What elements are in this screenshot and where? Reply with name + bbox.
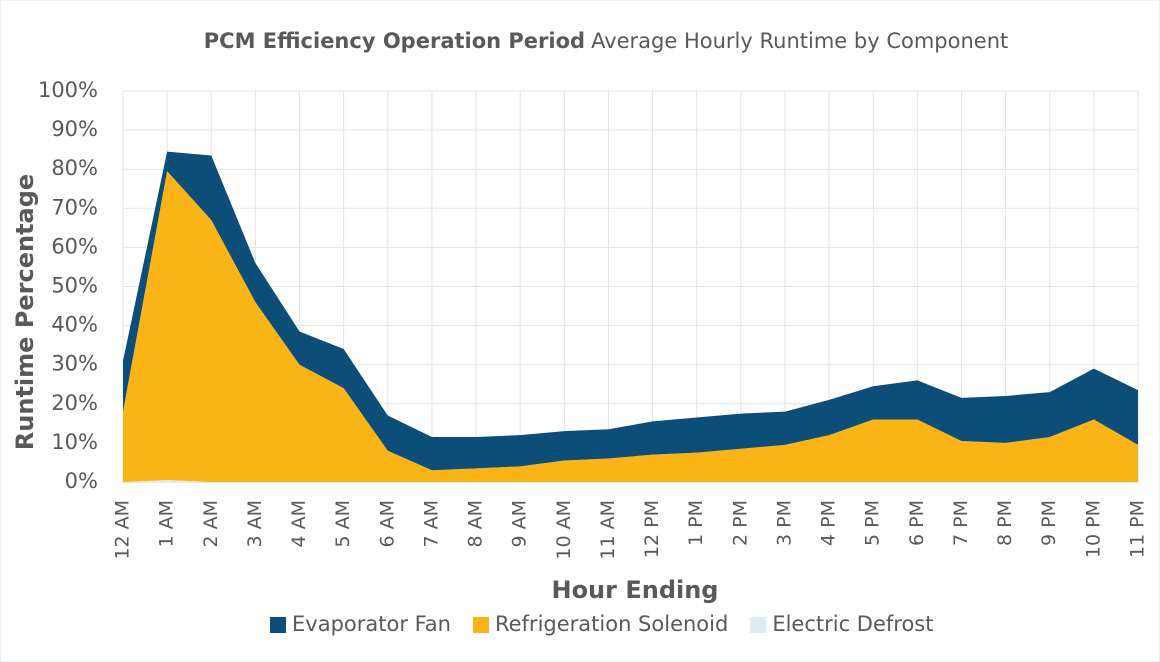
y-tick-label: 50% [51, 274, 98, 298]
areas [123, 151, 1138, 482]
y-tick-label: 80% [51, 156, 98, 180]
x-tick-label: 5 AM [332, 500, 354, 548]
y-tick-label: 30% [51, 352, 98, 376]
legend-label: Refrigeration Solenoid [495, 612, 728, 636]
x-axis-label: Hour Ending [551, 576, 718, 604]
x-tick-label: 7 AM [420, 500, 442, 548]
x-tick-label: 4 PM [818, 500, 840, 546]
legend-swatch [270, 617, 286, 633]
x-tick-label: 9 AM [509, 500, 531, 548]
x-tick-label: 7 PM [950, 500, 972, 546]
labels: 0% 10% 20% 30% 40% 50% 60% 70% 80% 90% 100% 12 AM 1 … [38, 78, 1149, 560]
x-tick-label: 9 PM [1038, 500, 1060, 546]
x-tick-label: 11 PM [1127, 500, 1149, 558]
legend-label: Electric Defrost [772, 612, 933, 636]
x-tick-label: 2 AM [200, 500, 222, 548]
x-tick-label: 12 PM [641, 500, 663, 558]
x-tick-label: 10 PM [1082, 500, 1104, 558]
y-tick-label: 10% [51, 430, 98, 454]
y-tick-label: 70% [51, 195, 98, 219]
x-tick-label: 8 AM [465, 500, 487, 548]
x-tick-label: 6 AM [376, 500, 398, 548]
area [123, 171, 1138, 482]
y-axis-label: Runtime Percentage [11, 174, 39, 450]
x-tick-label: 10 AM [553, 500, 575, 560]
title-bold: PCM Efficiency Operation Period [204, 29, 585, 53]
area [123, 151, 1138, 471]
legend: Evaporator Fan Refrigeration Solenoid Elec… [270, 612, 933, 636]
chart-title: PCM Efficiency Operation Period Average H… [204, 29, 1008, 53]
legend-swatch [750, 617, 767, 633]
x-tick-label: 12 AM [112, 500, 134, 560]
x-tick-label: 8 PM [994, 500, 1016, 546]
y-tick-label: 40% [51, 313, 98, 337]
y-tick-label: 20% [51, 391, 98, 415]
x-tick-label: 11 AM [597, 500, 619, 560]
legend-label: Evaporator Fan [292, 612, 451, 636]
legend-swatch [472, 617, 489, 633]
x-tick-label: 3 PM [773, 500, 795, 546]
x-tick-label: 5 PM [862, 500, 884, 546]
y-tick-label: 0% [65, 469, 98, 493]
y-tick-label: 100% [38, 78, 98, 102]
y-tick-label: 60% [51, 234, 98, 258]
x-tick-label: 3 AM [244, 500, 266, 548]
x-tick-label: 1 PM [685, 500, 707, 546]
title-rest: Average Hourly Runtime by Component [591, 29, 1008, 53]
x-tick-label: 6 PM [906, 500, 928, 546]
x-tick-label: 1 AM [156, 500, 178, 548]
x-tick-label: 2 PM [729, 500, 751, 546]
x-tick-label: 4 AM [288, 500, 310, 548]
y-tick-label: 90% [51, 117, 98, 141]
